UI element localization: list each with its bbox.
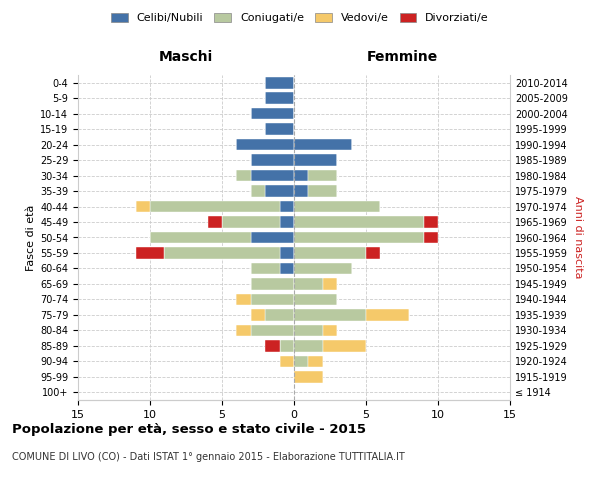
Text: Femmine: Femmine	[367, 50, 437, 64]
Bar	[236, 324, 251, 336]
Bar	[294, 186, 308, 197]
Bar	[280, 200, 294, 212]
Bar	[136, 247, 164, 259]
Bar	[294, 324, 323, 336]
Bar	[150, 200, 280, 212]
Bar	[294, 309, 366, 320]
Bar	[294, 356, 308, 367]
Bar	[294, 139, 352, 150]
Bar	[294, 232, 424, 243]
Bar	[323, 340, 366, 351]
Bar	[236, 170, 251, 181]
Bar	[294, 154, 337, 166]
Bar	[265, 186, 294, 197]
Bar	[251, 324, 294, 336]
Bar	[280, 340, 294, 351]
Bar	[294, 371, 323, 382]
Bar	[251, 186, 265, 197]
Bar	[208, 216, 222, 228]
Bar	[236, 294, 251, 305]
Y-axis label: Fasce di età: Fasce di età	[26, 204, 36, 270]
Bar	[265, 92, 294, 104]
Bar	[294, 278, 323, 289]
Bar	[424, 232, 438, 243]
Bar	[280, 356, 294, 367]
Bar	[251, 108, 294, 120]
Text: Maschi: Maschi	[159, 50, 213, 64]
Bar	[294, 340, 323, 351]
Bar	[164, 247, 280, 259]
Bar	[236, 139, 294, 150]
Bar	[294, 262, 352, 274]
Text: COMUNE DI LIVO (CO) - Dati ISTAT 1° gennaio 2015 - Elaborazione TUTTITALIA.IT: COMUNE DI LIVO (CO) - Dati ISTAT 1° genn…	[12, 452, 405, 462]
Bar	[308, 356, 323, 367]
Bar	[265, 124, 294, 135]
Bar	[294, 200, 380, 212]
Bar	[222, 216, 280, 228]
Bar	[280, 216, 294, 228]
Bar	[251, 232, 294, 243]
Bar	[294, 170, 308, 181]
Bar	[294, 216, 424, 228]
Bar	[294, 294, 337, 305]
Bar	[265, 309, 294, 320]
Bar	[308, 186, 337, 197]
Bar	[251, 309, 265, 320]
Bar	[280, 247, 294, 259]
Bar	[251, 294, 294, 305]
Bar	[366, 247, 380, 259]
Bar	[251, 278, 294, 289]
Bar	[424, 216, 438, 228]
Bar	[323, 278, 337, 289]
Y-axis label: Anni di nascita: Anni di nascita	[573, 196, 583, 279]
Bar	[136, 200, 150, 212]
Bar	[366, 309, 409, 320]
Text: Popolazione per età, sesso e stato civile - 2015: Popolazione per età, sesso e stato civil…	[12, 422, 366, 436]
Bar	[251, 170, 294, 181]
Bar	[280, 262, 294, 274]
Bar	[150, 232, 251, 243]
Bar	[265, 340, 280, 351]
Bar	[251, 262, 280, 274]
Bar	[265, 77, 294, 88]
Bar	[323, 324, 337, 336]
Bar	[308, 170, 337, 181]
Bar	[294, 247, 366, 259]
Bar	[251, 154, 294, 166]
Legend: Celibi/Nubili, Coniugati/e, Vedovi/e, Divorziati/e: Celibi/Nubili, Coniugati/e, Vedovi/e, Di…	[107, 8, 493, 28]
